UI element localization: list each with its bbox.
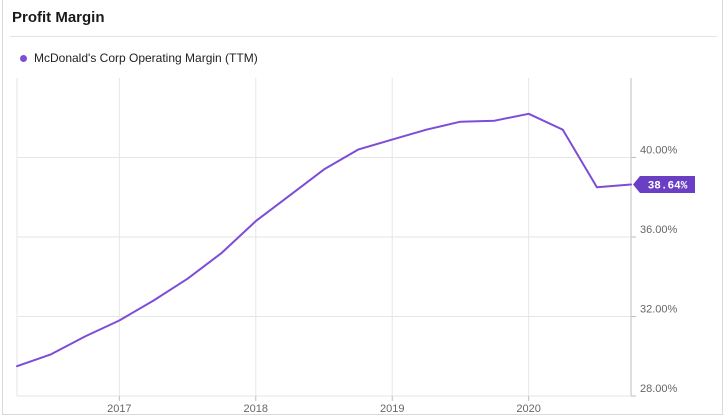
series-line bbox=[16, 112, 632, 368]
chart-title: Profit Margin bbox=[12, 9, 105, 26]
legend-label: McDonald's Corp Operating Margin (TTM) bbox=[34, 51, 258, 65]
y-tick-label: 40.00% bbox=[640, 145, 678, 157]
y-tick-label: 28.00% bbox=[640, 383, 678, 395]
current-value-label: 38.64% bbox=[648, 181, 688, 193]
y-tick-label: 36.00% bbox=[640, 224, 678, 236]
legend: McDonald's Corp Operating Margin (TTM) bbox=[20, 51, 258, 65]
current-value-badge bbox=[633, 176, 695, 194]
y-tick-label: 32.00% bbox=[640, 304, 678, 316]
x-tick-label: 2019 bbox=[380, 403, 404, 415]
x-tick-label: 2020 bbox=[516, 403, 540, 415]
title-divider bbox=[10, 36, 717, 37]
legend-dot-icon bbox=[20, 54, 27, 62]
x-tick-label: 2017 bbox=[107, 403, 131, 415]
x-tick-label: 2018 bbox=[244, 403, 268, 415]
